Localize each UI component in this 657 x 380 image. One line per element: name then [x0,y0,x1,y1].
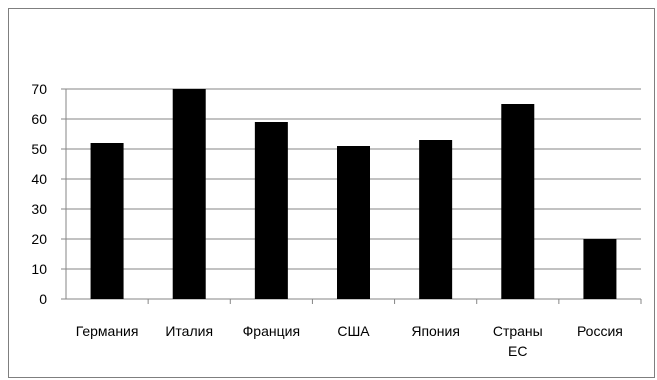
y-tick-label: 70 [31,81,47,97]
x-tick-label: Япония [411,323,460,339]
y-tick-label: 20 [31,231,47,247]
x-tick-label: Страны ЕС [493,323,543,359]
x-tick-labels: Германия Италия Франция США Япония Страны ЕС Ро… [76,323,623,359]
y-tick-label: 60 [31,111,47,127]
x-tick-label: Германия [76,323,139,339]
x-tick-label: Россия [577,323,623,339]
x-tick-label: Франция [243,323,300,339]
bar [254,122,288,299]
y-tick-label: 40 [31,171,47,187]
bar [501,104,535,299]
y-tick-labels: 0 10 20 30 40 50 60 70 [31,81,47,307]
bar [90,143,124,299]
y-tick-label: 0 [39,291,47,307]
y-tick-label: 30 [31,201,47,217]
bar [172,89,206,299]
x-tick-label: США [337,323,370,339]
bar [419,140,453,299]
bar [337,146,370,299]
y-tick-label: 10 [31,261,47,277]
bars [90,89,617,299]
x-tick-label: Италия [165,323,213,339]
bar [583,239,617,299]
y-tick-label: 50 [31,141,47,157]
